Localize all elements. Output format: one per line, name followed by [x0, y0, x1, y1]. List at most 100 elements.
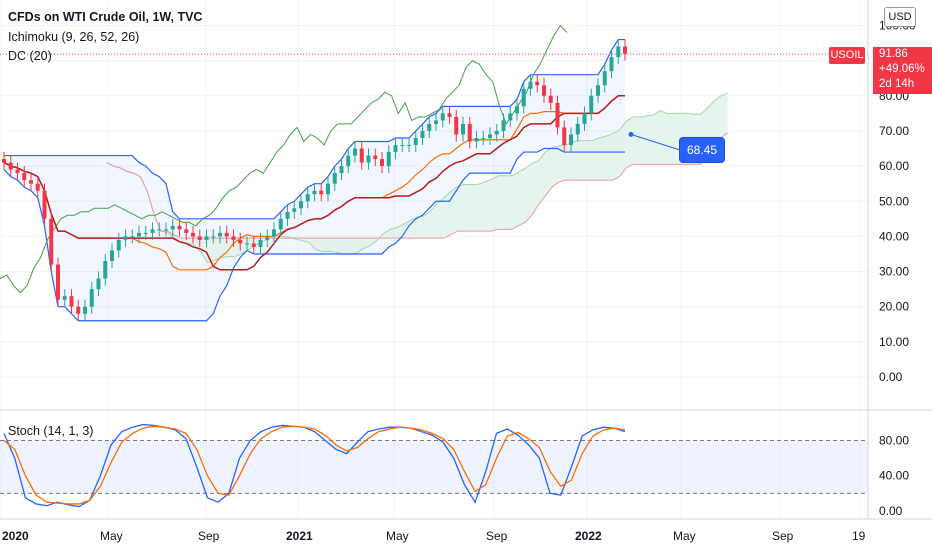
candle-body [555, 102, 560, 128]
candle-body [96, 278, 101, 290]
currency-button[interactable]: USD [884, 7, 916, 27]
candle-body [380, 159, 384, 167]
ichimoku-legend[interactable]: Ichimoku (9, 26, 52, 26) [8, 30, 140, 44]
candle-body [326, 183, 330, 195]
x-tick-label: 2022 [575, 529, 602, 543]
candle-body [312, 190, 317, 195]
candle-body [339, 166, 344, 174]
candle-body [103, 261, 108, 279]
candle-body [204, 236, 209, 240]
candle-body [501, 120, 506, 131]
candle-body [157, 229, 162, 231]
axes: 0.00 10.00 20.00 30.00 40.00 50.00 60.00 70.00 8… [0, 0, 932, 543]
stoch-pane [0, 423, 868, 508]
candle-body [218, 232, 222, 237]
candle-body [299, 201, 303, 209]
candle-body [535, 81, 540, 86]
candle-body [575, 123, 580, 135]
candle-body [373, 155, 378, 160]
candle-body [420, 130, 425, 138]
donchian-fill [4, 39, 625, 321]
x-tick-label: May [673, 529, 696, 543]
candle-body [130, 236, 135, 238]
price-tag: 91.86 +49.06% 2d 14h [873, 47, 932, 94]
candle-body [89, 289, 94, 307]
candle-body [548, 95, 553, 103]
candle-body [197, 236, 202, 240]
candle-body [238, 239, 243, 244]
candle-body [623, 46, 627, 54]
senkou-span-a [106, 92, 728, 264]
candle-body [265, 236, 270, 240]
stoch-tick-label: 40.00 [879, 469, 909, 483]
candle-body [137, 232, 141, 237]
candle-body [110, 250, 114, 262]
candle-body [413, 137, 418, 146]
candle-body [170, 225, 175, 230]
candle-body [292, 208, 297, 212]
y-tick-label: 50.00 [879, 194, 909, 208]
candle-body [62, 296, 67, 300]
candle-body [123, 236, 128, 240]
annotation-connector [630, 133, 681, 151]
candle-body [596, 85, 600, 96]
candle-body [528, 81, 533, 89]
candle-body [434, 120, 438, 124]
candle-body [15, 169, 20, 174]
price-change: +49.06% [879, 63, 925, 75]
donchian-lower [3, 147, 625, 322]
y-tick-label: 60.00 [879, 159, 909, 173]
candle-body [366, 155, 371, 163]
candle-body [454, 116, 459, 135]
candle-body [515, 106, 519, 114]
candle-body [427, 123, 432, 131]
stoch-band-fill [0, 440, 868, 494]
candle-body [258, 239, 263, 247]
candle-body [143, 232, 148, 234]
candle-body [589, 95, 594, 114]
x-tick-label: 2020 [2, 529, 29, 543]
candle-body [177, 225, 182, 230]
candle-body [407, 145, 411, 147]
candle-body [359, 148, 364, 163]
kijun-line [3, 95, 625, 271]
candle-body [150, 229, 155, 233]
candle-body [116, 239, 121, 251]
cloud-fill [106, 93, 728, 263]
candle-body [224, 232, 229, 237]
candle-body [440, 113, 445, 121]
candle-body [83, 306, 87, 314]
candle-body [164, 229, 168, 231]
annotation-label[interactable]: 68.45 [680, 138, 724, 162]
stoch-k-line [3, 423, 626, 508]
candle-body [393, 145, 398, 153]
candle-body [305, 194, 310, 202]
candle-body [42, 190, 47, 219]
y-tick-label: 0.00 [879, 370, 903, 384]
donchian-legend[interactable]: DC (20) [8, 49, 52, 63]
candle-body [508, 113, 513, 121]
candle-body [231, 236, 236, 240]
y-tick-label: 30.00 [879, 265, 909, 279]
candle-body [2, 159, 6, 163]
candle-body [245, 243, 249, 245]
candle-body [386, 152, 391, 167]
candle-body [521, 88, 526, 107]
candle-body [400, 145, 405, 147]
stoch-tick-label: 0.00 [879, 504, 903, 518]
x-tick-label: Sep [198, 529, 220, 543]
x-tick-label: May [100, 529, 123, 543]
candle-body [35, 183, 40, 191]
stoch-legend[interactable]: Stoch (14, 1, 3) [8, 424, 94, 438]
candle-body [278, 218, 283, 230]
candle-body [616, 46, 621, 58]
stoch-d-line [3, 425, 626, 505]
candle-body [184, 229, 189, 233]
candle-body [609, 57, 614, 72]
candle-body [191, 232, 195, 237]
y-tick-label: 70.00 [879, 124, 909, 138]
chart-title: CFDs on WTI Crude Oil, 1W, TVC [8, 10, 203, 24]
candle-body [76, 306, 81, 314]
